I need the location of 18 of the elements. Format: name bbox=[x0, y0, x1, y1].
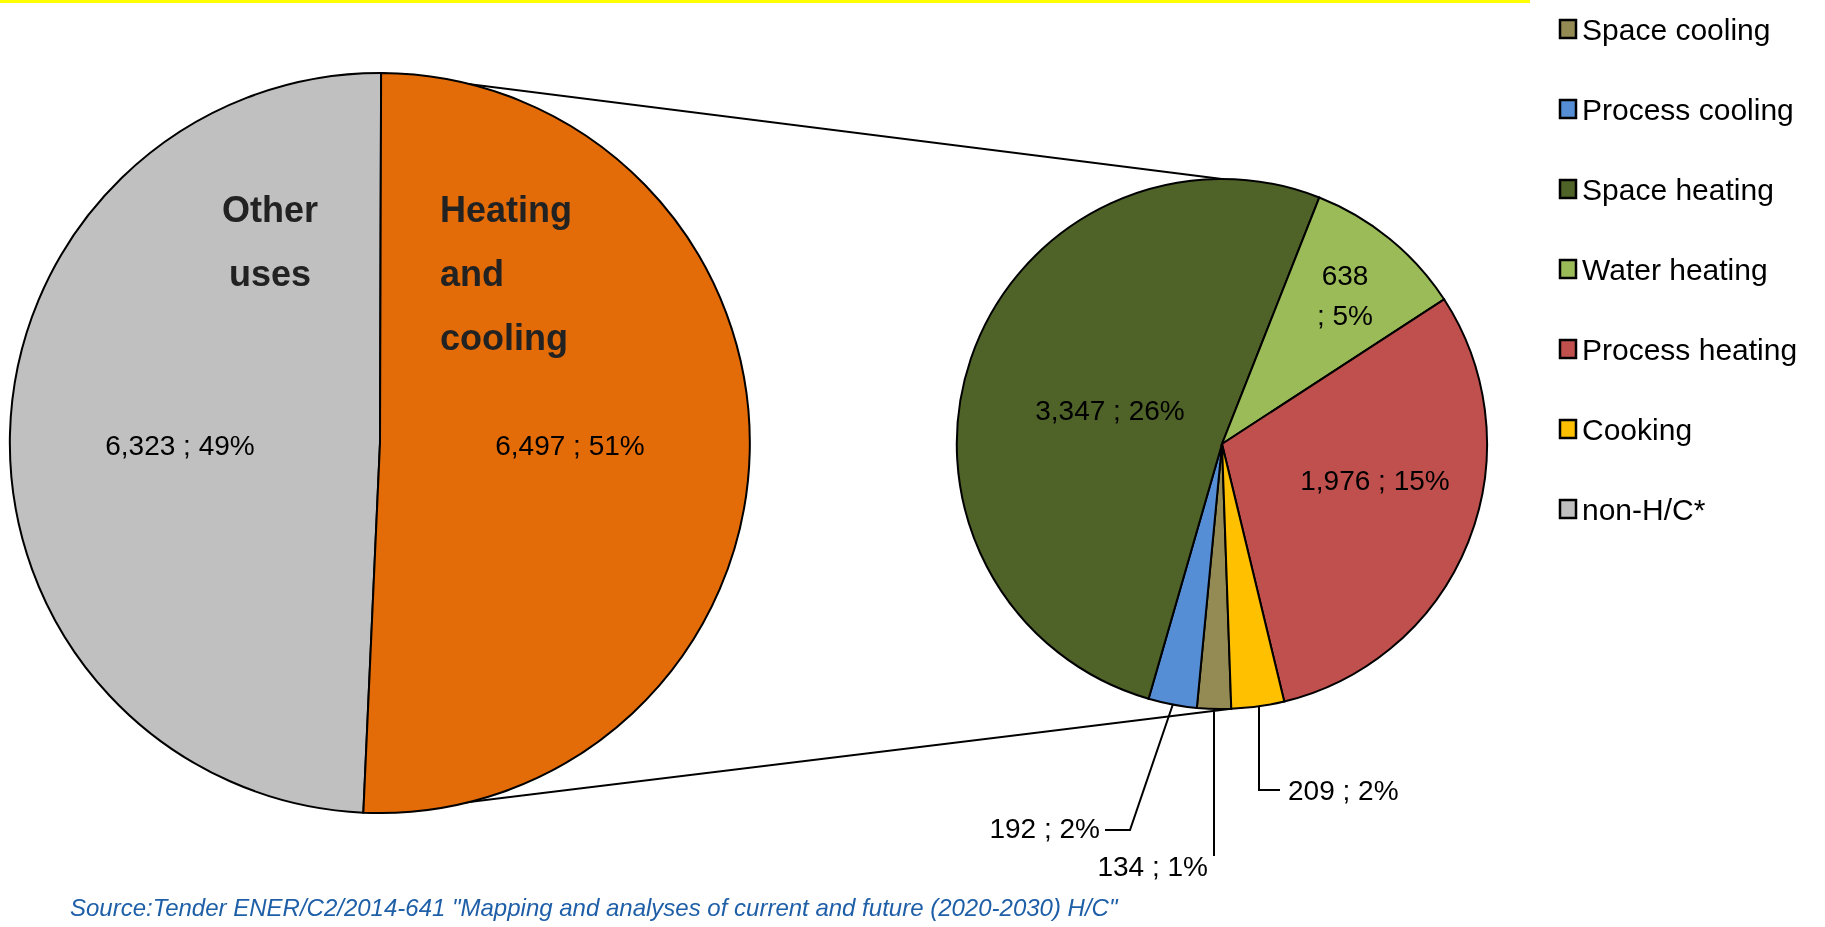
data-label: 209 ; 2% bbox=[1288, 775, 1399, 806]
slice-label: Other uses bbox=[221, 189, 319, 294]
data-label: 134 ; 1% bbox=[1097, 851, 1208, 882]
slice-label: Heating and cooling bbox=[440, 189, 573, 358]
legend-label: Space cooling bbox=[1582, 13, 1771, 46]
data-label: 1,976 ; 15% bbox=[1300, 465, 1450, 496]
source-note: Source:Tender ENER/C2/2014-641 "Mapping and analyses of current and future (2020-2030) H/C" bbox=[70, 894, 1119, 921]
data-label: 6,497 ; 51% bbox=[495, 430, 645, 461]
legend-label: Space heating bbox=[1582, 173, 1774, 206]
legend-label: Cooking bbox=[1582, 413, 1693, 446]
data-label: 6,323 ; 49% bbox=[105, 430, 255, 461]
data-label: 192 ; 2% bbox=[989, 813, 1100, 844]
data-label: 3,347 ; 26% bbox=[1035, 395, 1185, 426]
legend-label: Process heating bbox=[1582, 333, 1798, 366]
data-label: 638 ; 5% bbox=[1316, 260, 1374, 331]
legend-label: Water heating bbox=[1582, 253, 1768, 286]
legend-label: non-H/C* bbox=[1582, 493, 1706, 526]
legend-label: Process cooling bbox=[1582, 93, 1794, 126]
